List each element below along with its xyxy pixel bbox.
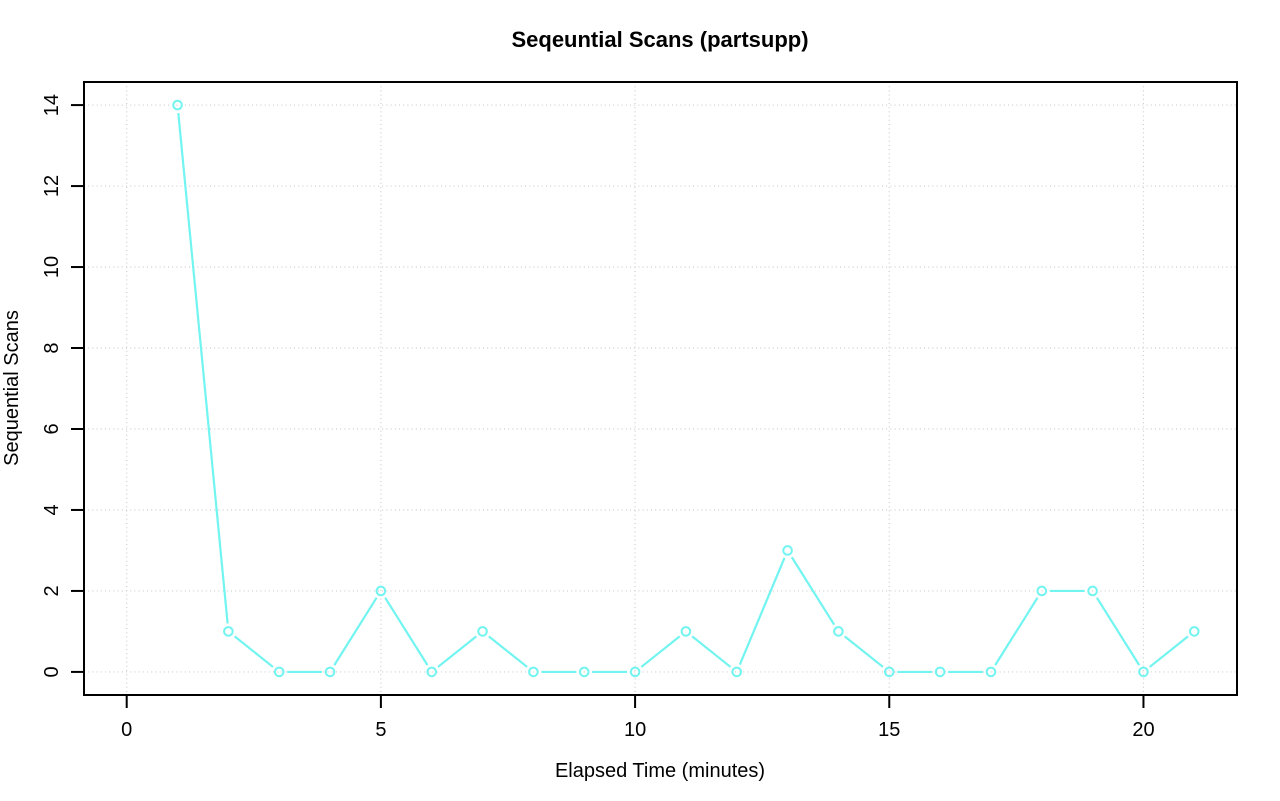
series-segment	[177, 112, 229, 624]
grid-layer	[84, 82, 1237, 695]
y-tick-label: 2	[41, 585, 63, 596]
data-point-marker	[1138, 666, 1149, 678]
data-point-marker	[1036, 585, 1048, 597]
data-point-marker	[324, 666, 336, 678]
data-point-marker	[426, 666, 438, 678]
y-axis-label: Sequential Scans	[1, 310, 23, 466]
data-point-marker	[223, 626, 234, 637]
series-segment	[1095, 597, 1141, 666]
axes-layer: 0 5 10 15 20 0 2 4 6 8 10 12 14	[41, 81, 1238, 741]
series-segment	[994, 597, 1039, 666]
data-point-marker	[1087, 585, 1098, 597]
data-point-marker	[629, 666, 641, 678]
series-layer	[172, 99, 1200, 678]
y-tick-label: 8	[41, 342, 63, 353]
y-tick-label: 6	[41, 423, 63, 434]
series-segment	[488, 635, 528, 668]
plot-border	[83, 81, 1238, 696]
data-point-marker	[782, 545, 793, 556]
data-point-marker	[731, 666, 743, 678]
data-point-marker	[273, 666, 285, 678]
series-segment	[333, 597, 378, 666]
y-tick-label: 12	[41, 175, 63, 197]
series-segment	[844, 635, 884, 668]
data-point-marker	[934, 666, 946, 678]
y-tick-label: 10	[41, 256, 63, 278]
data-point-marker	[528, 666, 539, 678]
series-segment	[790, 556, 836, 626]
series-segment	[437, 635, 477, 668]
x-tick-label: 5	[375, 719, 386, 741]
series-segment	[233, 635, 274, 668]
y-tick-label: 0	[41, 666, 63, 677]
data-point-marker	[578, 666, 590, 678]
data-point-marker	[477, 626, 488, 637]
data-point-marker	[883, 666, 895, 678]
data-point-marker	[172, 99, 183, 111]
data-point-marker	[680, 626, 692, 637]
y-tick-label: 14	[41, 94, 63, 116]
data-point-marker	[833, 626, 844, 637]
series-segment	[738, 557, 786, 665]
series-segment	[640, 635, 681, 668]
x-tick-label: 10	[624, 719, 646, 741]
x-tick-label: 0	[121, 719, 132, 741]
series-segment	[384, 597, 429, 666]
data-point-marker	[375, 585, 387, 597]
data-point-marker	[1188, 626, 1200, 637]
x-tick-label: 15	[878, 719, 900, 741]
y-tick-label: 4	[41, 504, 63, 515]
series-segment	[691, 635, 732, 668]
x-tick-label: 20	[1132, 719, 1154, 741]
x-axis-label: Elapsed Time (minutes)	[555, 760, 765, 782]
data-point-marker	[985, 666, 997, 678]
series-segment	[1149, 635, 1189, 668]
chart-title: Seqeuntial Scans (partsupp)	[511, 27, 808, 52]
